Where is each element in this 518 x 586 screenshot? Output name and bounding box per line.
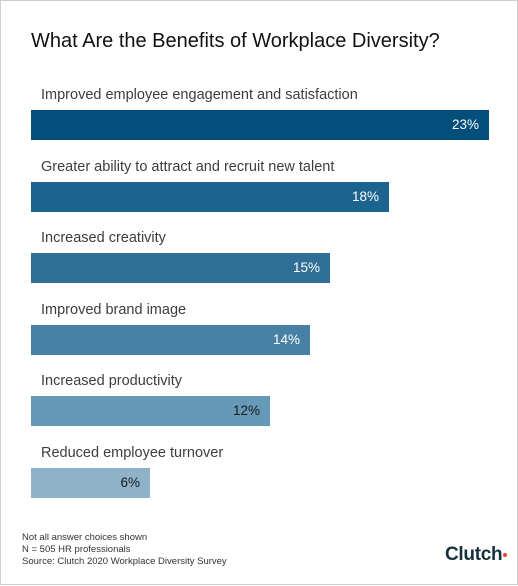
bar-value-label: 23% xyxy=(451,117,479,132)
clutch-logo: Clutch xyxy=(445,544,508,566)
footnote-sample-size: N = 505 HR professionals xyxy=(22,544,131,555)
bar-value-label: 12% xyxy=(232,403,260,419)
bar xyxy=(31,324,310,355)
chart-title: What Are the Benefits of Workplace Diver… xyxy=(31,30,440,52)
category-label: Improved employee engagement and satisfa… xyxy=(41,87,358,103)
category-label: Greater ability to attract and recruit n… xyxy=(41,158,335,175)
bar-value-label: 18% xyxy=(351,188,379,204)
footnote-choices: Not all answer choices shown xyxy=(22,532,148,543)
footnotes: Not all answer choices shown N = 505 HR … xyxy=(22,532,227,568)
bar xyxy=(31,396,270,427)
bar-value-label: 14% xyxy=(272,331,300,347)
category-label: Improved brand image xyxy=(41,301,187,318)
bar-value-label: 6% xyxy=(120,475,140,490)
category-label: Increased productivity xyxy=(41,373,183,390)
category-label: Reduced employee turnover xyxy=(41,445,224,461)
bar xyxy=(31,468,150,498)
bar xyxy=(31,253,330,284)
bar-value-label: 15% xyxy=(292,260,320,276)
footnote-source: Source: Clutch 2020 Workplace Diversity … xyxy=(22,556,227,567)
bar xyxy=(31,110,489,140)
bar xyxy=(31,181,389,212)
logo-dot-icon xyxy=(503,552,508,557)
category-label: Increased creativity xyxy=(41,230,166,247)
logo-wordmark: Clutch xyxy=(445,544,503,565)
